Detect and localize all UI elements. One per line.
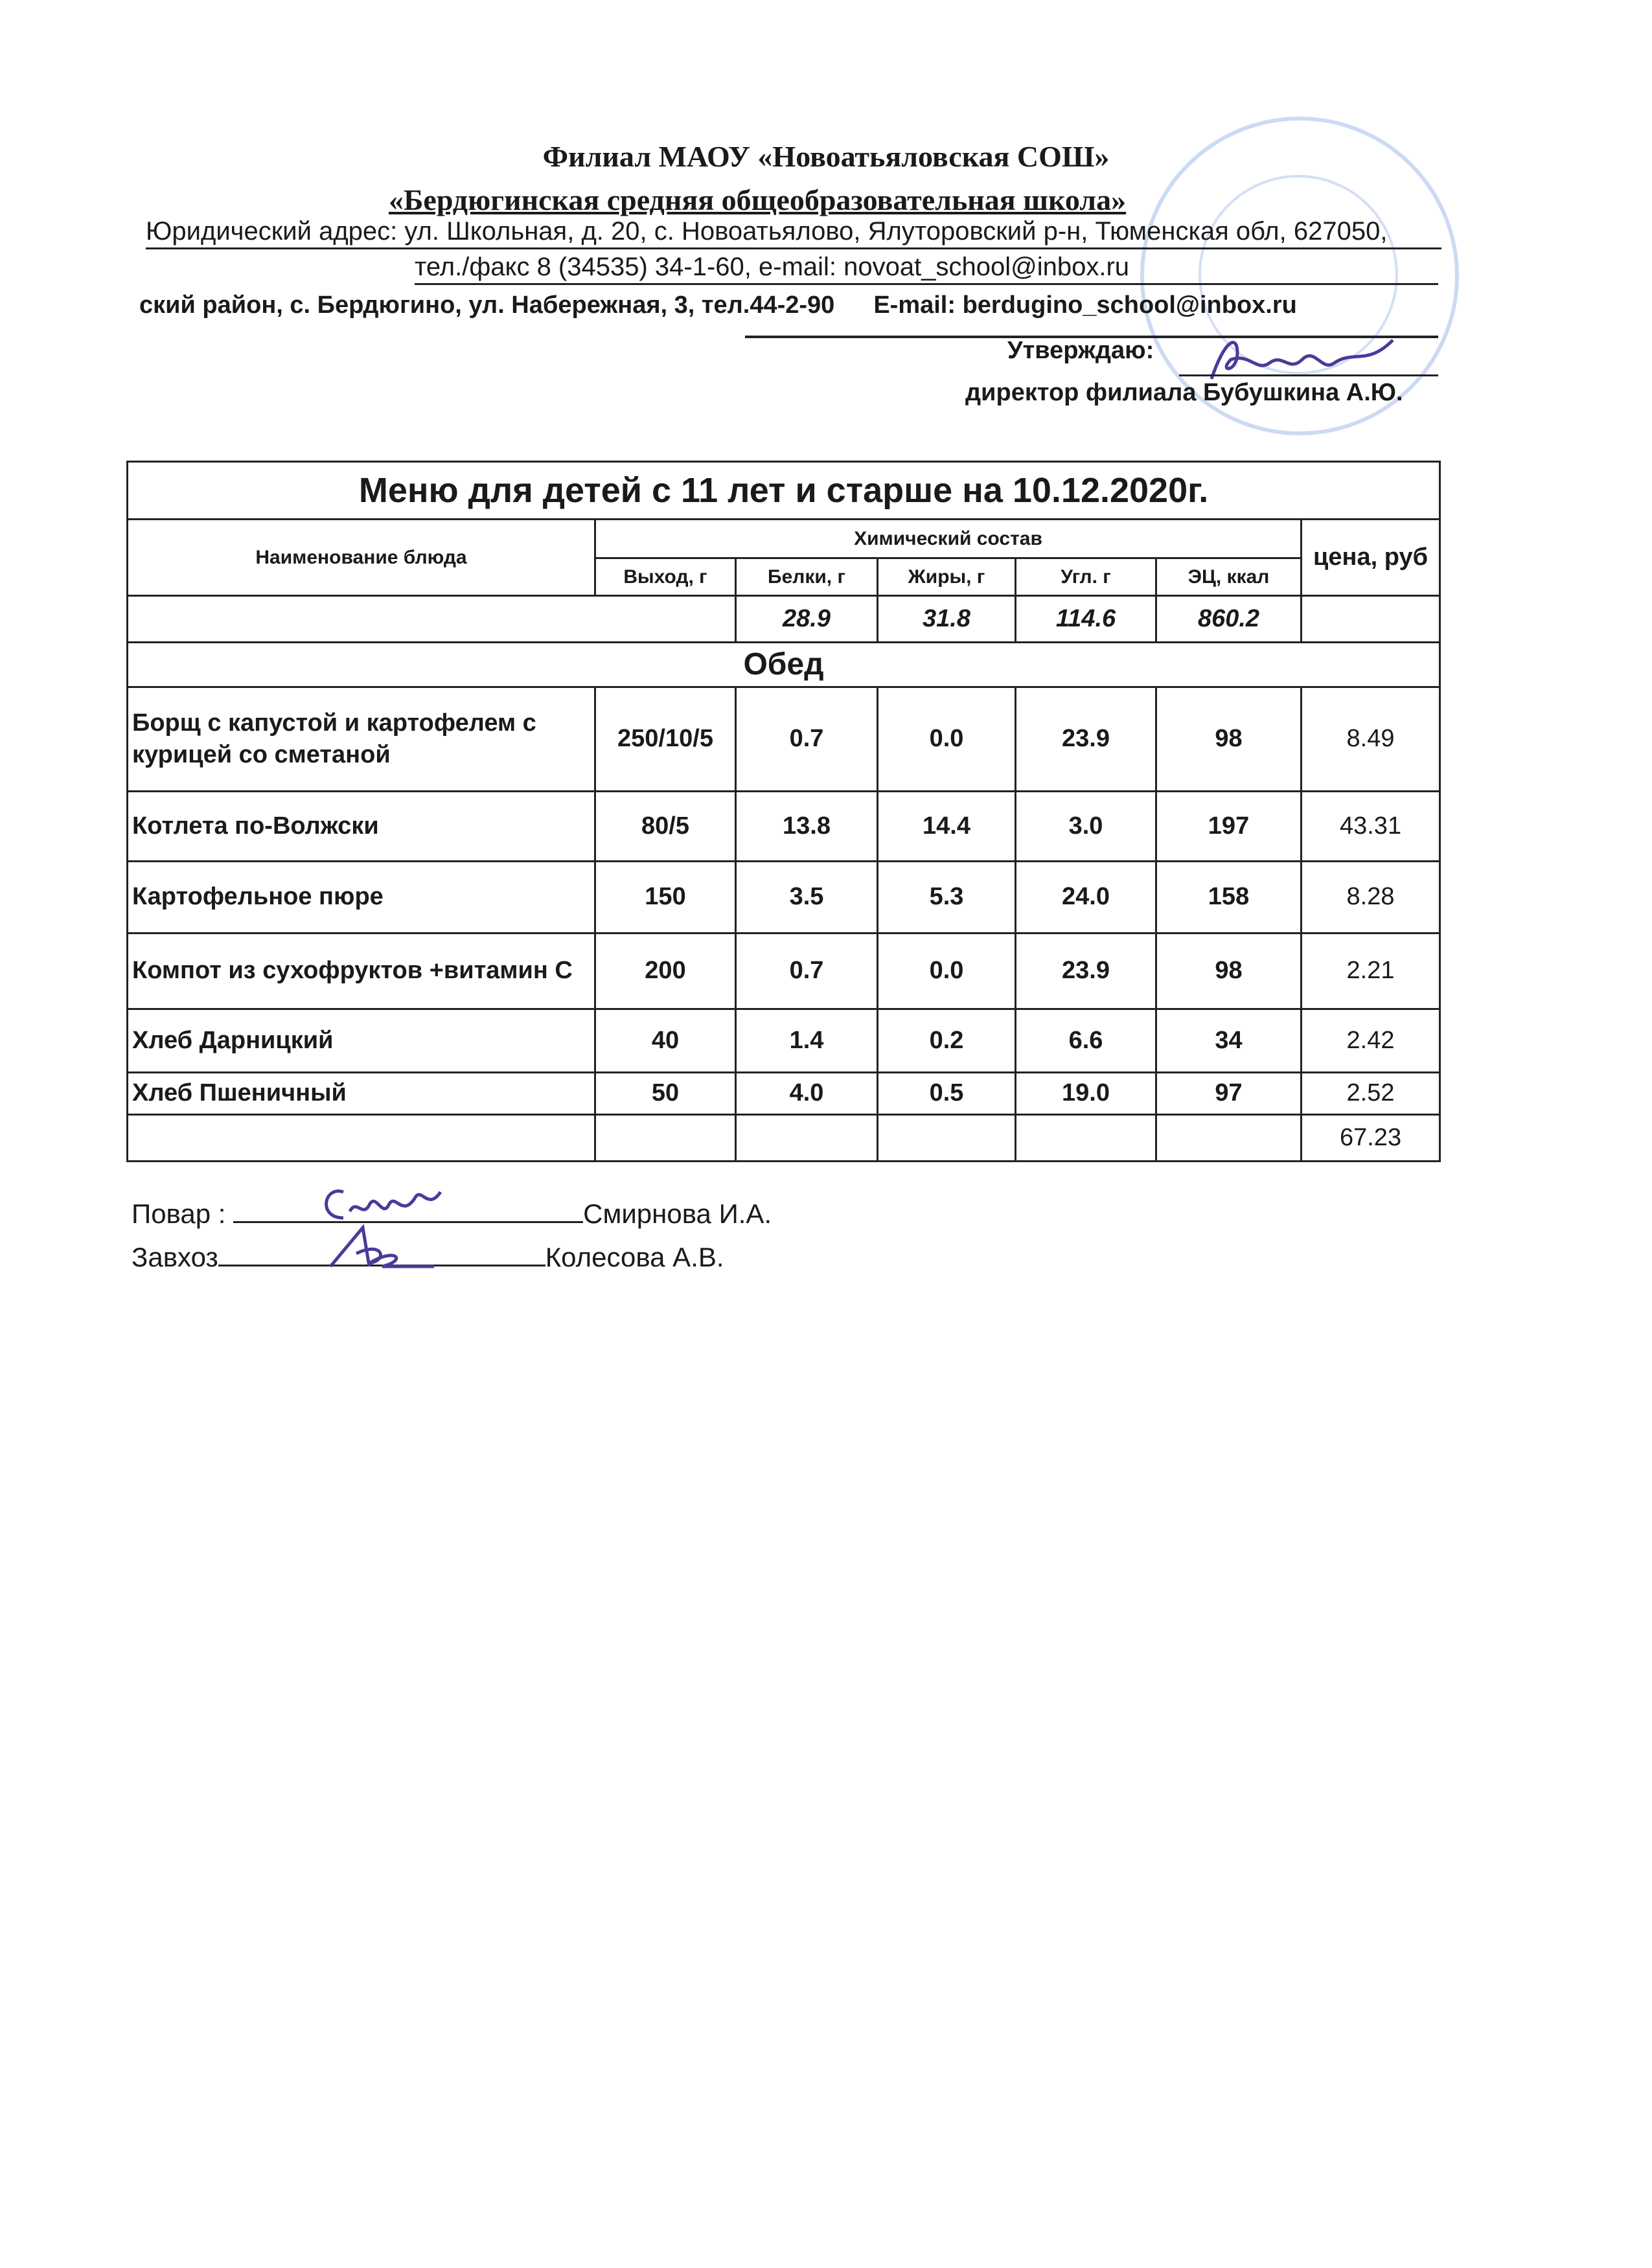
col-name: Наименование блюда — [126, 518, 596, 597]
dish-fat: 5.3 — [877, 860, 1016, 934]
dish-protein: 4.0 — [735, 1071, 878, 1116]
dish-price: 43.31 — [1300, 790, 1441, 862]
dish-carbs: 6.6 — [1015, 1008, 1157, 1073]
dish-fat: 0.2 — [877, 1008, 1016, 1073]
org-line2: «Бердюгинская средняя общеобразовательна… — [389, 183, 1127, 216]
table-row: Котлета по-Волжски 80/5 13.8 14.4 3.0 197 43.3… — [126, 790, 1441, 862]
col-protein: Белки, г — [735, 557, 878, 597]
dish-energy: 197 — [1155, 790, 1302, 862]
keeper-signature-line — [218, 1243, 545, 1266]
dish-yield: 40 — [594, 1008, 737, 1073]
col-fat: Жиры, г — [877, 557, 1016, 597]
dish-protein: 13.8 — [735, 790, 878, 862]
official-stamp — [1140, 117, 1459, 435]
table-row: Картофельное пюре 150 3.5 5.3 24.0 158 8.28 — [126, 860, 1441, 934]
menu-table: Меню для детей с 11 лет и старше на 10.1… — [126, 461, 1441, 1162]
dish-yield: 200 — [594, 932, 737, 1010]
dish-carbs: 3.0 — [1015, 790, 1157, 862]
totals-row: 28.9 31.8 114.6 860.2 — [126, 595, 1441, 643]
total-energy: 860.2 — [1155, 595, 1302, 643]
dish-name: Хлеб Пшеничный — [126, 1071, 596, 1116]
branch-address: ский район, с. Бердюгино, ул. Набережная… — [139, 292, 835, 319]
phone-email: тел./факс 8 (34535) 34-1-60, e-mail: nov… — [415, 253, 1438, 285]
keeper-label: Завхоз — [132, 1242, 218, 1272]
dish-carbs: 24.0 — [1015, 860, 1157, 934]
total-carbs: 114.6 — [1015, 595, 1157, 643]
dish-price: 8.28 — [1300, 860, 1441, 934]
dish-price: 8.49 — [1300, 686, 1441, 792]
col-price: цена, руб — [1300, 518, 1441, 597]
dish-name: Котлета по-Волжски — [126, 790, 596, 862]
dish-name: Компот из сухофруктов +витамин С — [126, 932, 596, 1010]
table-row: Борщ с капустой и картофелем с курицей с… — [126, 686, 1441, 792]
dish-price: 2.42 — [1300, 1008, 1441, 1073]
col-energy: ЭЦ, ккал — [1155, 557, 1302, 597]
org-line1: Филиал МАОУ «Новоатьяловская СОШ» — [542, 140, 1110, 173]
dish-fat: 0.5 — [877, 1071, 1016, 1116]
dish-yield: 150 — [594, 860, 737, 934]
dish-price: 2.21 — [1300, 932, 1441, 1010]
dish-fat: 0.0 — [877, 686, 1016, 792]
dish-energy: 98 — [1155, 686, 1302, 792]
section-lunch: Обед — [126, 641, 1441, 688]
total-price-row: 67.23 — [126, 1114, 1441, 1162]
col-chem: Химический состав — [594, 518, 1302, 559]
official-stamp-inner — [1199, 175, 1398, 374]
dish-price: 2.52 — [1300, 1071, 1441, 1116]
cook-name: Смирнова И.А. — [583, 1198, 772, 1229]
cook-label: Повар : — [132, 1198, 226, 1229]
director-signature — [1210, 339, 1394, 380]
dish-fat: 0.0 — [877, 932, 1016, 1010]
col-yield: Выход, г — [594, 557, 737, 597]
divider — [745, 336, 1438, 338]
dish-yield: 250/10/5 — [594, 686, 737, 792]
cook-line: Повар : Смирнова И.А. — [132, 1198, 772, 1230]
approve-line — [1179, 374, 1438, 376]
total-price: 67.23 — [1300, 1114, 1441, 1162]
table-row: Хлеб Дарницкий 40 1.4 0.2 6.6 34 2.42 — [126, 1008, 1441, 1073]
cook-signature-line — [233, 1199, 584, 1223]
keeper-signature — [329, 1224, 434, 1268]
menu-title: Меню для детей с 11 лет и старше на 10.1… — [126, 461, 1441, 520]
dish-energy: 97 — [1155, 1071, 1302, 1116]
branch-address-line: ский район, с. Бердюгино, ул. Набережная… — [139, 292, 1297, 319]
director-name: директор филиала Бубушкина А.Ю. — [965, 379, 1403, 406]
table-row: Хлеб Пшеничный 50 4.0 0.5 19.0 97 2.52 — [126, 1071, 1441, 1116]
approve-label: Утверждаю: — [1007, 337, 1154, 364]
dish-fat: 14.4 — [877, 790, 1016, 862]
dish-yield: 50 — [594, 1071, 737, 1116]
keeper-name: Колесова А.В. — [545, 1242, 724, 1272]
keeper-line: Завхоз Колесова А.В. — [132, 1242, 724, 1273]
dish-name: Картофельное пюре — [126, 860, 596, 934]
dish-energy: 158 — [1155, 860, 1302, 934]
branch-email: E-mail: berdugino_school@inbox.ru — [873, 292, 1297, 319]
dish-protein: 3.5 — [735, 860, 878, 934]
dish-protein: 1.4 — [735, 1008, 878, 1073]
legal-address: Юридический адрес: ул. Школьная, д. 20, … — [146, 217, 1441, 249]
total-protein: 28.9 — [735, 595, 878, 643]
dish-energy: 98 — [1155, 932, 1302, 1010]
dish-protein: 0.7 — [735, 932, 878, 1010]
dish-carbs: 23.9 — [1015, 686, 1157, 792]
cook-signature — [325, 1189, 442, 1220]
table-row: Компот из сухофруктов +витамин С 200 0.7 0.… — [126, 932, 1441, 1010]
dish-yield: 80/5 — [594, 790, 737, 862]
dish-energy: 34 — [1155, 1008, 1302, 1073]
dish-protein: 0.7 — [735, 686, 878, 792]
dish-carbs: 23.9 — [1015, 932, 1157, 1010]
col-carbs: Угл. г — [1015, 557, 1157, 597]
dish-name: Борщ с капустой и картофелем с курицей с… — [126, 686, 596, 792]
dish-carbs: 19.0 — [1015, 1071, 1157, 1116]
dish-name: Хлеб Дарницкий — [126, 1008, 596, 1073]
total-fat: 31.8 — [877, 595, 1016, 643]
